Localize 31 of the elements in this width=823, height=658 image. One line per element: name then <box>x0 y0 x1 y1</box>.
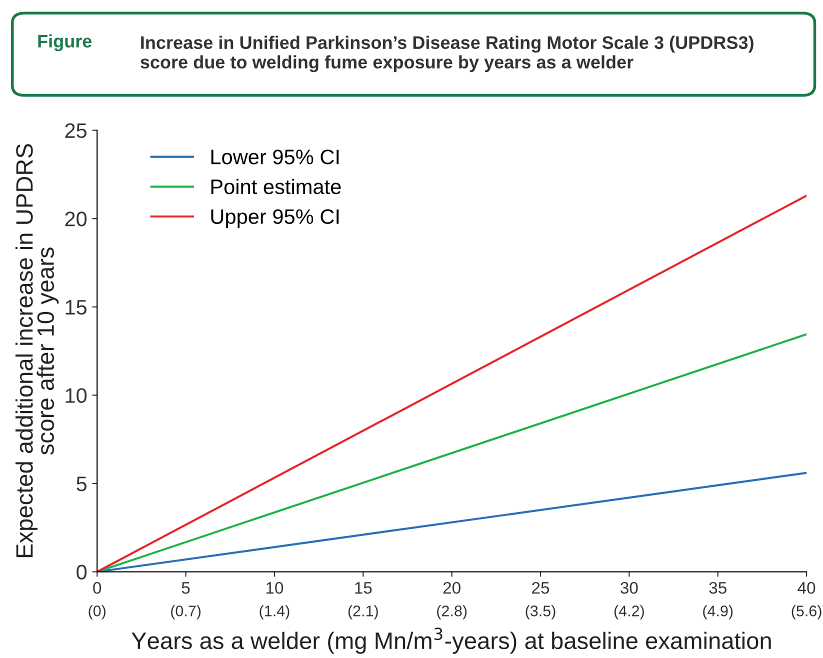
x-tick-label: 10 <box>266 582 284 594</box>
text: Figure <box>38 34 92 52</box>
y-axis-title: Expected additional increase in UPDRS score after 10 years <box>16 144 59 558</box>
x2-tick-label: (4.2) <box>614 605 644 620</box>
y-tick-label: 20 <box>65 212 87 226</box>
x-tick-label: 5 <box>182 582 190 594</box>
x-tick-label: 20 <box>443 582 460 594</box>
x-tick-label: 25 <box>532 582 550 594</box>
x-tick-label: 15 <box>355 582 372 594</box>
x2-tick-label: (2.1) <box>348 605 378 620</box>
y-tick-label: 0 <box>76 564 87 580</box>
x2-tick-label: (0.7) <box>171 605 201 620</box>
x-axis-title: Years as a welder (mg Mn/m$^{3}$-years) at baseline examination <box>132 628 771 654</box>
y-tick-label: 25 <box>65 123 87 138</box>
x2-tick-label: (3.5) <box>526 605 556 620</box>
x2-tick-label: (4.9) <box>703 605 733 620</box>
x2-tick-label: (1.4) <box>260 605 290 620</box>
x-tick-label: 40 <box>798 582 816 594</box>
legend-label: Upper 95% CI <box>211 209 339 228</box>
x2-tick-label: (5.6) <box>792 605 822 620</box>
legend-label: Lower 95% CI <box>211 150 339 164</box>
y-tick-label: 10 <box>66 388 87 403</box>
y-tick-label: 15 <box>66 300 87 315</box>
x2-tick-label: (2.8) <box>437 605 467 620</box>
x-tick-label: 30 <box>620 582 638 594</box>
x-tick-label: 0 <box>93 582 102 594</box>
y-tick-label: 5 <box>76 476 87 492</box>
x-tick-label: 35 <box>709 582 726 594</box>
legend-label: Point estimate <box>211 178 341 194</box>
chart-title: Increase in Unified Parkinson’s Disease Rating Motor Scale 3 (UPDRS3) score due to welding fume exposure by years as a welder <box>140 36 754 72</box>
x2-tick-label: (0) <box>88 605 106 620</box>
